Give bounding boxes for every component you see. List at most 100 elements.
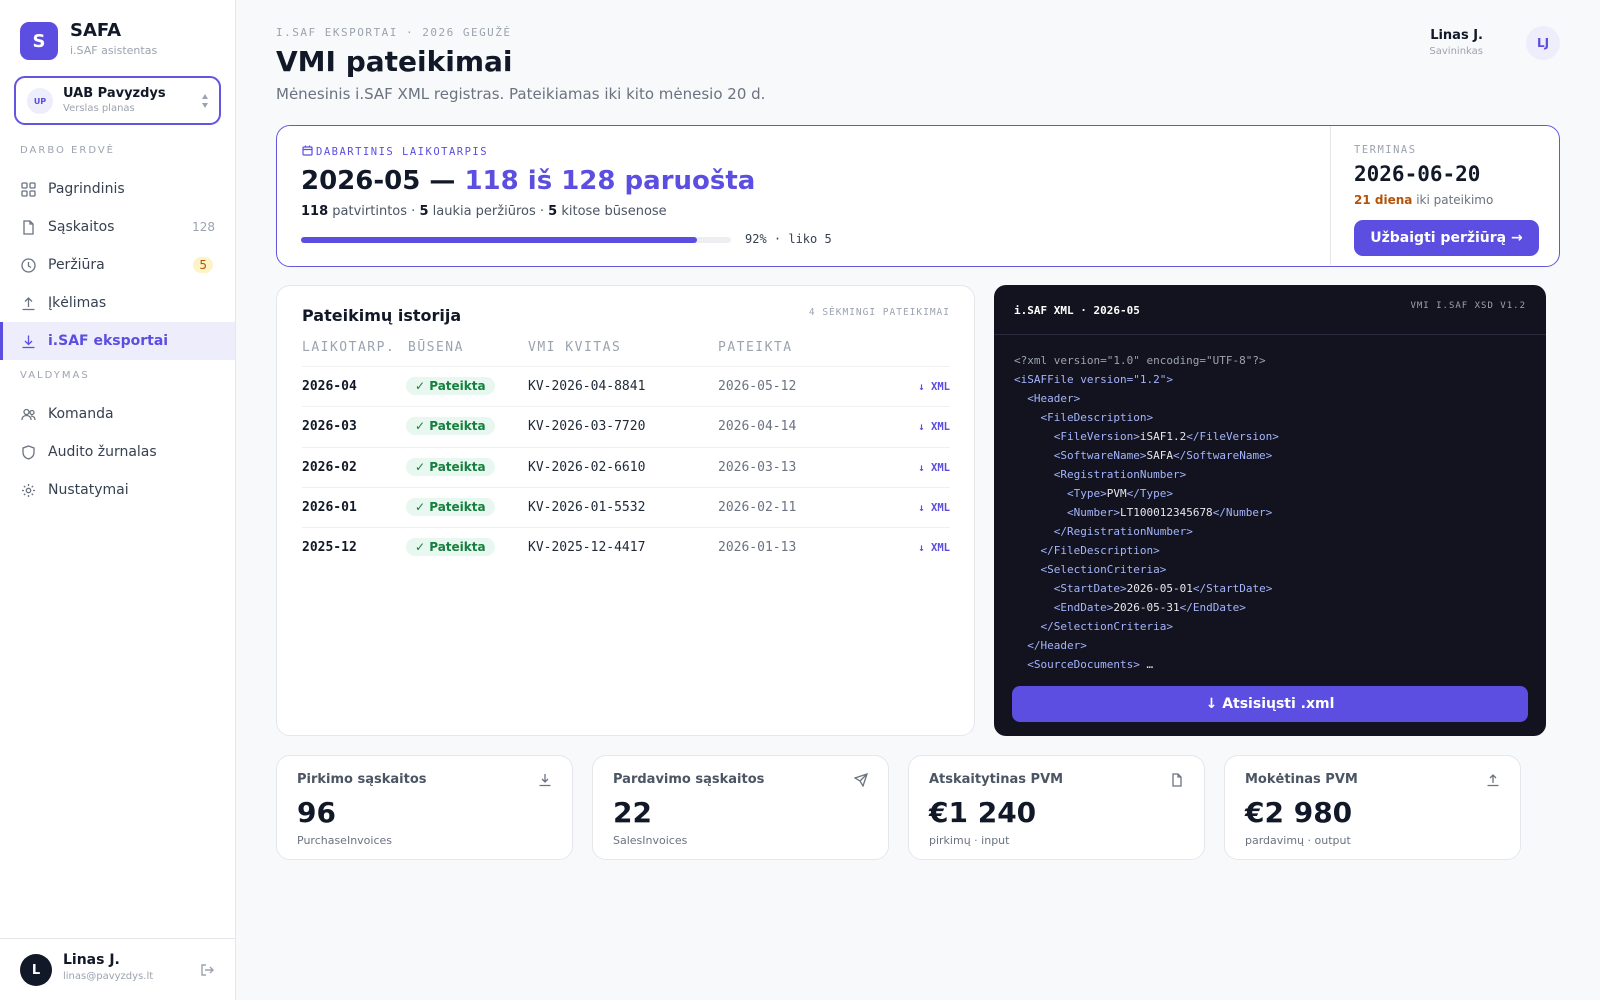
nav-item[interactable]: Peržiūra 5 [0,246,235,284]
xml-link[interactable]: ↓ XML [918,381,950,393]
xml-line: </FileDescription> [1040,544,1160,557]
status-badge: ✓ Pateikta [406,417,495,436]
history-note: 4 SĖKMINGI PATEIKIMAI [808,307,950,318]
submitted-date: 2026-05-12 [718,379,797,394]
history-title: Pateikimų istorija [302,306,462,325]
column-header: PATEIKTA [718,340,793,355]
column-header: BŪSENA [408,340,464,355]
logout-icon[interactable] [200,963,214,977]
brand: SAFA [70,20,122,41]
nav-icon [22,296,35,310]
stat-sub: pirkimų · input [929,834,1010,847]
progress-track [301,237,731,243]
period: 2026-02 [302,459,357,475]
receipt: KV-2026-04-8841 [528,379,646,394]
progress-label: 92% · liko 5 [745,232,832,246]
xml-header [994,285,1546,335]
nav-icon [22,335,35,348]
nav-count: 5 [193,257,213,273]
period-label: DABARTINIS LAIKOTARPIS [316,146,489,158]
user-panel: L Linas J. linas@pavyzdys.lt [0,938,235,1000]
nav-section-title: DARBO ERDVĖ [20,145,115,156]
user-avatar: L [20,954,52,986]
history-row: 2026-03 ✓ Pateikta KV-2026-03-7720 2026-04-… [302,406,950,447]
nav-label: Komanda [48,406,114,422]
xml-line: <SoftwareName>SAFA</SoftwareName> [1053,449,1273,462]
xml-line: <Header> [1027,392,1081,405]
nav-label: Nustatymai [48,482,129,498]
column-header: VMI KVITAS [528,340,622,355]
download-xml-button[interactable]: ↓ Atsisiųsti .xml [1012,686,1528,722]
submitted-date: 2026-02-11 [718,499,797,515]
xml-line: <EndDate>2026-05-31</EndDate> [1053,601,1246,614]
nav-label: Audito žurnalas [48,444,157,460]
nav-item[interactable]: Komanda [0,395,235,433]
xml-line: <SelectionCriteria> [1040,563,1167,576]
nav-item[interactable]: Įkėlimas [0,284,235,322]
header-user-name: Linas J. [1430,28,1483,43]
period: 2026-01 [302,499,357,515]
user-name: Linas J. [63,952,120,968]
nav-count: 128 [192,220,215,234]
history-row: 2026-04 ✓ Pateikta KV-2026-04-8841 2026-05-… [302,366,950,407]
deadline-date: 2026-06-20 [1354,162,1481,186]
receipt: KV-2026-02-6610 [528,459,646,475]
status-badge: ✓ Pateikta [406,457,495,476]
period-card: DABARTINIS LAIKOTARPIS 2026-05 — 118 iš … [276,125,1560,267]
xml-link[interactable]: ↓ XML [918,542,950,555]
sidebar: S SAFA i.SAF asistentas UP UAB Pavyzdys … [0,0,236,1000]
period: 2026-03 [302,419,357,435]
stat-label: kitose būsenose [561,204,667,219]
divider [1330,126,1331,265]
nav-icon [21,181,36,197]
nav-item[interactable]: i.SAF eksportai [0,322,235,360]
xml-link[interactable]: ↓ XML [918,501,950,514]
stat-card: Atskaitytinas PVM €1 240 pirkimų · input [908,755,1205,860]
xml-link[interactable]: ↓ XML [918,461,950,474]
stat-label: patvirtintos · [332,204,416,219]
user-email: linas@pavyzdys.lt [63,971,154,982]
nav-item[interactable]: Pagrindinis [0,170,235,208]
xml-line: <FileDescription> [1040,411,1154,424]
stat-value: €2 980 [1245,796,1353,829]
status-badge: ✓ Pateikta [406,377,495,395]
finish-review-button[interactable]: Užbaigti peržiūrą → [1354,220,1539,256]
ready-count: 118 iš 128 paruošta [464,166,756,196]
period: 2025-12 [302,540,357,556]
logo[interactable]: S [20,22,58,60]
header-avatar[interactable]: LJ [1526,26,1560,60]
nav-label: Įkėlimas [48,295,107,311]
xml-line: <Type>PVM</Type> [1066,487,1173,500]
receipt: KV-2025-12-4417 [528,540,646,556]
stat-value: 22 [613,796,652,829]
progress-bar [301,237,697,243]
xml-line: <SourceDocuments> … [1027,658,1154,671]
nav-item[interactable]: Sąskaitos 128 [0,208,235,246]
deadline-text: iki pateikimo [1416,193,1494,207]
stat-label: laukia peržiūros · [432,204,545,219]
header-user-role: Savininkas [1429,46,1483,57]
xml-line: <FileVersion>iSAF1.2</FileVersion> [1053,430,1279,443]
history-row: 2025-12 ✓ Pateikta KV-2025-12-4417 2026-01-… [302,527,950,568]
stat-icon [1487,774,1499,787]
xml-line: <StartDate>2026-05-01</StartDate> [1053,582,1273,595]
column-header: LAIKOTARP. [302,340,396,355]
org-switcher[interactable]: UP UAB Pavyzdys Verslas planas [14,76,221,125]
nav-label: Pagrindinis [48,181,125,197]
period-headline: 2026-05 — 118 iš 128 paruošta [301,166,755,196]
page-subtitle: Mėnesinis i.SAF XML registras. Pateikiam… [276,85,766,103]
stat-value: 96 [297,796,336,829]
nav-item[interactable]: Nustatymai [0,471,235,509]
receipt: KV-2026-01-5532 [528,499,646,515]
xml-link[interactable]: ↓ XML [918,421,950,434]
status-badge: ✓ Pateikta [406,538,495,557]
stat-icon [539,774,551,787]
nav-item[interactable]: Audito žurnalas [0,433,235,471]
nav-section-title: VALDYMAS [20,370,90,381]
submitted-date: 2026-01-13 [718,540,797,556]
history-row: 2026-02 ✓ Pateikta KV-2026-02-6610 2026-03-… [302,446,950,488]
nav-icon [22,444,35,460]
stat-sub: PurchaseInvoices [297,834,393,847]
nav-icon [22,483,35,497]
